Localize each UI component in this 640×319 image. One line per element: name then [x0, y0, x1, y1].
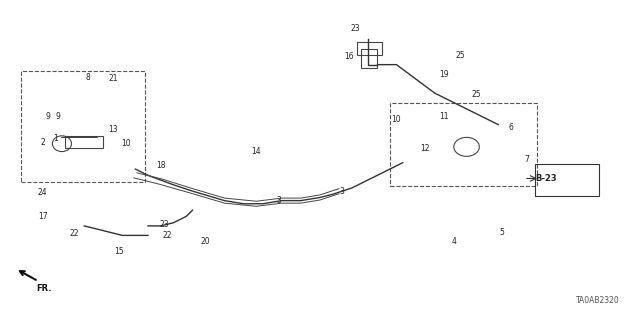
- Text: 5: 5: [499, 228, 504, 237]
- Text: 11: 11: [440, 112, 449, 121]
- Text: 25: 25: [456, 51, 465, 60]
- Text: 24: 24: [38, 188, 47, 197]
- Text: 23: 23: [350, 24, 360, 33]
- Text: 25: 25: [471, 90, 481, 99]
- Text: 1: 1: [53, 134, 58, 144]
- Text: 16: 16: [344, 52, 353, 61]
- Text: 19: 19: [440, 70, 449, 78]
- Text: 18: 18: [156, 161, 166, 170]
- Text: 23: 23: [159, 220, 169, 229]
- Text: 10: 10: [121, 139, 131, 148]
- Text: 3: 3: [340, 187, 345, 196]
- Text: 21: 21: [108, 74, 118, 83]
- Text: 10: 10: [392, 115, 401, 124]
- Text: 4: 4: [451, 237, 456, 246]
- Bar: [362, 49, 378, 68]
- Text: 9: 9: [55, 112, 60, 121]
- Text: TA0AB2320: TA0AB2320: [576, 296, 620, 305]
- Text: 9: 9: [45, 112, 51, 121]
- Text: 12: 12: [420, 144, 430, 153]
- Text: 6: 6: [509, 123, 514, 132]
- Text: FR.: FR.: [36, 285, 52, 293]
- Text: 13: 13: [108, 125, 118, 134]
- Bar: [357, 42, 383, 55]
- Text: 22: 22: [163, 231, 172, 240]
- Text: 7: 7: [525, 155, 529, 164]
- Text: B-23: B-23: [536, 174, 557, 183]
- Bar: [65, 136, 103, 148]
- Text: 8: 8: [85, 73, 90, 82]
- Text: 20: 20: [200, 237, 210, 246]
- Text: 22: 22: [70, 229, 79, 238]
- Text: 14: 14: [252, 147, 261, 156]
- Text: 2: 2: [40, 137, 45, 147]
- Text: 3: 3: [276, 196, 281, 205]
- Text: 15: 15: [115, 247, 124, 256]
- Text: 17: 17: [38, 212, 47, 221]
